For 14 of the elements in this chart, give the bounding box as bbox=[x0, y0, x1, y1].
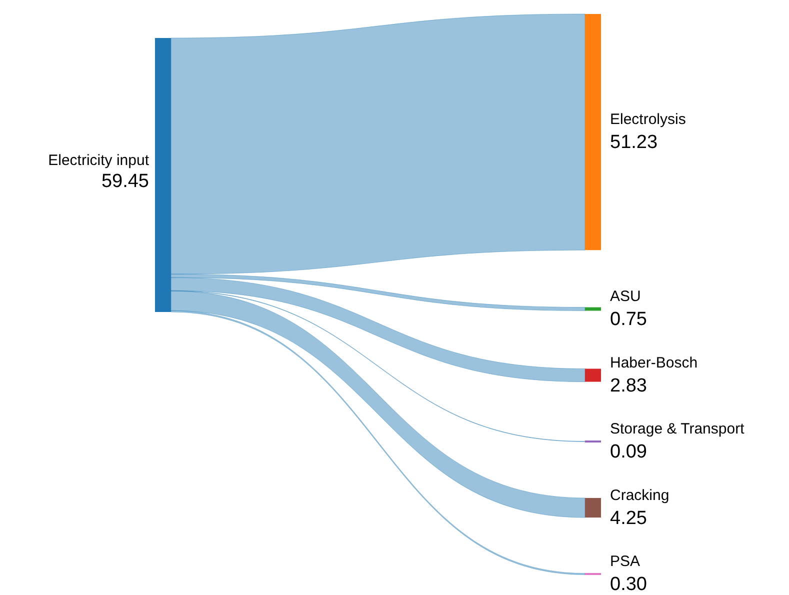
data-label: 0.30 bbox=[610, 574, 647, 595]
category-label: Haber-Bosch bbox=[610, 354, 698, 372]
category-label: PSA bbox=[610, 553, 640, 570]
data-label: 51.23 bbox=[610, 132, 658, 154]
data-label: 4.25 bbox=[610, 508, 647, 529]
data-label: 2.83 bbox=[610, 375, 647, 396]
data-label: 59.45 bbox=[101, 171, 149, 192]
category-label: ASU bbox=[610, 288, 641, 305]
category-label: Storage & Transport bbox=[610, 420, 746, 438]
category-label: Cracking bbox=[610, 486, 670, 504]
data-label: 0.09 bbox=[610, 442, 647, 462]
data-label: 0.75 bbox=[610, 309, 647, 330]
category-label: Electricity input bbox=[48, 152, 150, 169]
category-label: Electrolysis bbox=[610, 111, 686, 128]
